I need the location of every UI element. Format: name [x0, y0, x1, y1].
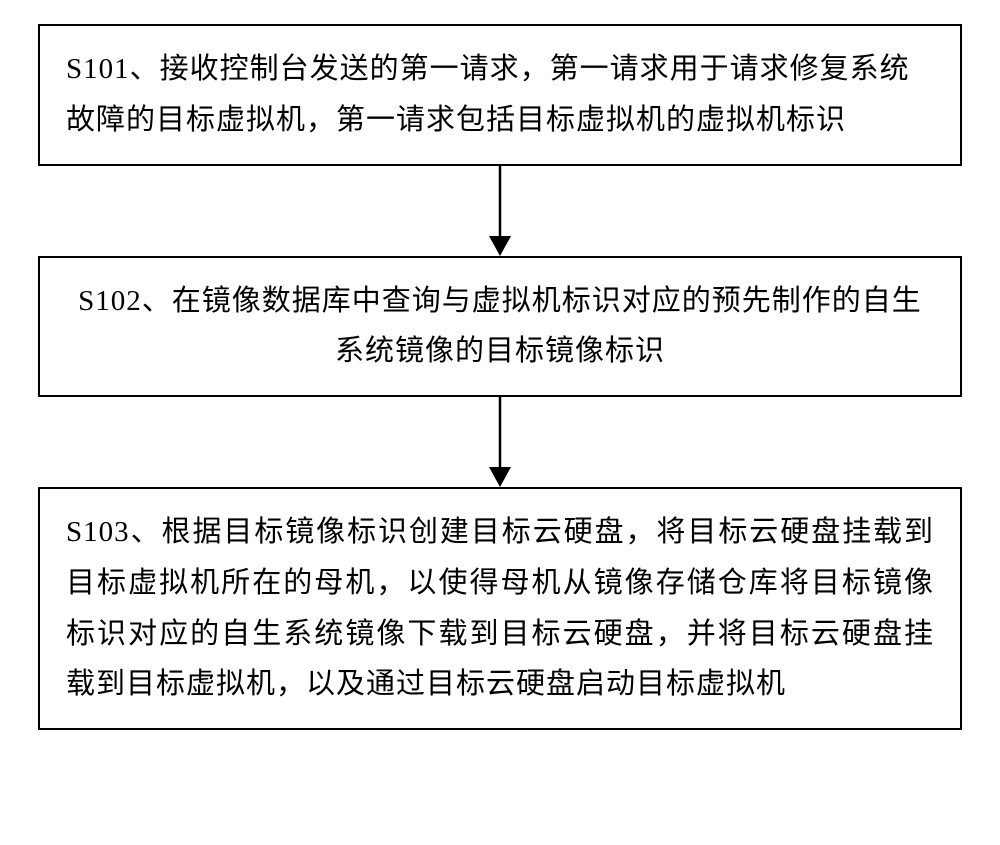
- flow-node-s101-text: S101、接收控制台发送的第一请求，第一请求用于请求修复系统故障的目标虚拟机，第…: [66, 44, 934, 146]
- flow-edge-2: [470, 397, 530, 487]
- flow-node-s103: S103、根据目标镜像标识创建目标云硬盘，将目标云硬盘挂载到目标虚拟机所在的母机…: [38, 487, 962, 730]
- flowchart: S101、接收控制台发送的第一请求，第一请求用于请求修复系统故障的目标虚拟机，第…: [38, 24, 962, 730]
- flow-node-s101: S101、接收控制台发送的第一请求，第一请求用于请求修复系统故障的目标虚拟机，第…: [38, 24, 962, 166]
- flow-node-s103-text: S103、根据目标镜像标识创建目标云硬盘，将目标云硬盘挂载到目标虚拟机所在的母机…: [66, 507, 934, 710]
- flow-edge-1: [470, 166, 530, 256]
- flow-node-s102: S102、在镜像数据库中查询与虚拟机标识对应的预先制作的自生系统镜像的目标镜像标…: [38, 256, 962, 398]
- flow-node-s102-text: S102、在镜像数据库中查询与虚拟机标识对应的预先制作的自生系统镜像的目标镜像标…: [66, 276, 934, 378]
